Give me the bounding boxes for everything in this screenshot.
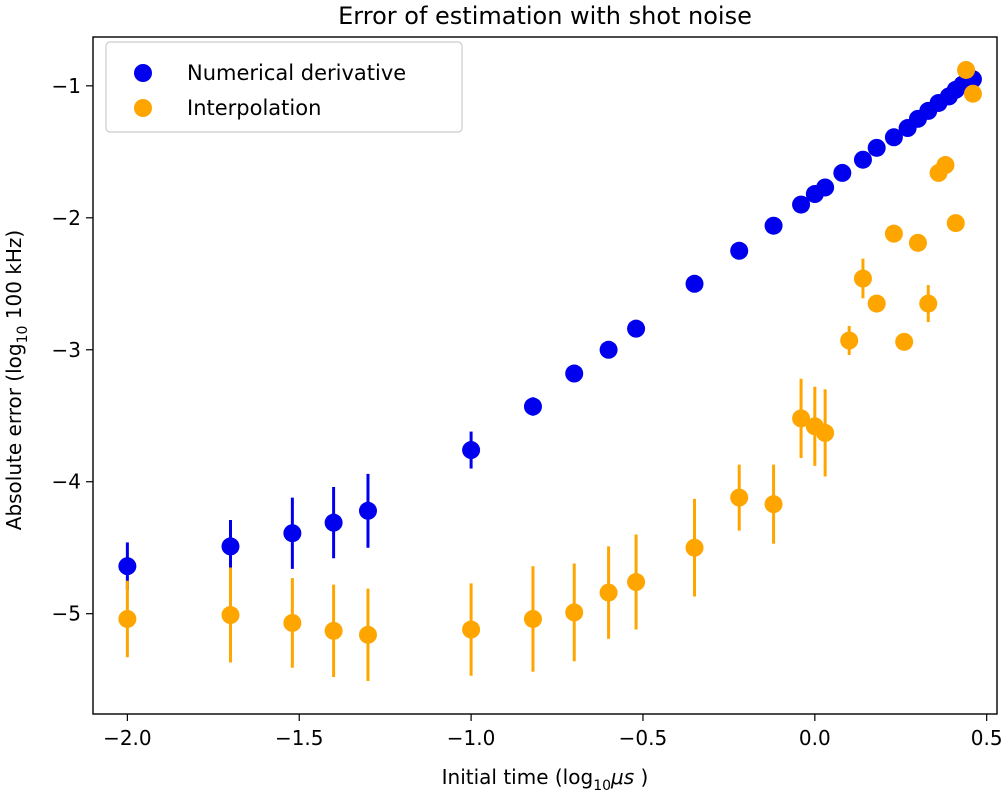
chart-title: Error of estimation with shot noise (338, 2, 752, 30)
y-tick-label: −4 (52, 470, 81, 494)
y-tick-label: −2 (52, 206, 81, 230)
data-point (867, 294, 886, 313)
data-point (840, 331, 859, 350)
y-axis-label-suffix: 100 kHz) (2, 230, 26, 326)
y-axis-label: Absolute error (log10 100 kHz) (2, 230, 31, 530)
data-point (358, 501, 377, 520)
series-interpolation (118, 60, 982, 682)
x-axis-label-subscript: 10 (593, 778, 611, 794)
series-numerical-derivative (118, 70, 982, 590)
data-point (919, 294, 938, 313)
x-tick-label: 0.0 (799, 726, 831, 750)
data-point (221, 606, 240, 625)
y-axis-label-subscript: 10 (15, 326, 31, 344)
data-point (963, 84, 982, 103)
legend-marker-numerical-derivative (134, 64, 152, 82)
data-point (462, 620, 481, 639)
data-point (685, 538, 704, 557)
data-point (895, 332, 914, 351)
data-point (936, 156, 955, 175)
y-axis: −5 −4 −3 −2 −1 (52, 74, 93, 626)
data-point (908, 233, 927, 252)
x-tick-label: −1.5 (275, 726, 324, 750)
data-point (221, 537, 240, 556)
data-point (283, 524, 302, 543)
legend-label-interpolation: Interpolation (187, 96, 321, 120)
data-point (816, 423, 835, 442)
legend-box (105, 41, 463, 133)
data-point (118, 557, 137, 576)
data-point (867, 138, 886, 157)
data-point (764, 216, 783, 235)
data-point (816, 178, 835, 197)
x-tick-label: −0.5 (619, 726, 668, 750)
data-point (946, 214, 965, 233)
x-axis: −2.0 −1.5 −1.0 −0.5 0.0 0.5 (103, 714, 1001, 750)
data-point (358, 625, 377, 644)
data-point (283, 613, 302, 632)
data-point (730, 241, 749, 260)
data-point (627, 319, 646, 338)
data-point (853, 269, 872, 288)
data-point (957, 60, 976, 79)
data-point (462, 441, 481, 460)
data-point (833, 163, 852, 182)
data-point (685, 274, 704, 293)
data-point (523, 397, 542, 416)
data-point (599, 583, 618, 602)
data-point (627, 573, 646, 592)
data-point (118, 609, 137, 628)
data-point (884, 128, 903, 147)
legend-marker-interpolation (134, 99, 152, 117)
data-point (884, 224, 903, 243)
plot-area-frame (92, 36, 998, 715)
x-tick-label: −2.0 (103, 726, 152, 750)
data-point (599, 340, 618, 359)
x-tick-label: −1.0 (447, 726, 496, 750)
y-axis-label-prefix: Absolute error (log (2, 343, 26, 530)
plot-marks (118, 60, 982, 682)
x-axis-label: Initial time (log10μs ) (442, 765, 649, 794)
data-point (792, 195, 811, 214)
data-point (764, 495, 783, 514)
x-axis-label-prefix: Initial time (log (442, 765, 594, 789)
data-point (792, 409, 811, 428)
data-point (565, 603, 584, 622)
legend-label-numerical-derivative: Numerical derivative (187, 61, 406, 85)
data-point (324, 621, 343, 640)
data-point (523, 609, 542, 628)
data-point (853, 150, 872, 169)
x-tick-label: 0.5 (971, 726, 1001, 750)
y-tick-label: −1 (52, 74, 81, 98)
y-tick-label: −5 (52, 602, 81, 626)
data-point (324, 513, 343, 532)
data-point (565, 364, 584, 383)
x-axis-label-unit: μs (610, 765, 634, 789)
x-axis-label-suffix: ) (634, 765, 648, 789)
legend: Numerical derivative Interpolation (105, 41, 463, 133)
y-tick-label: −3 (52, 338, 81, 362)
data-point (730, 488, 749, 507)
